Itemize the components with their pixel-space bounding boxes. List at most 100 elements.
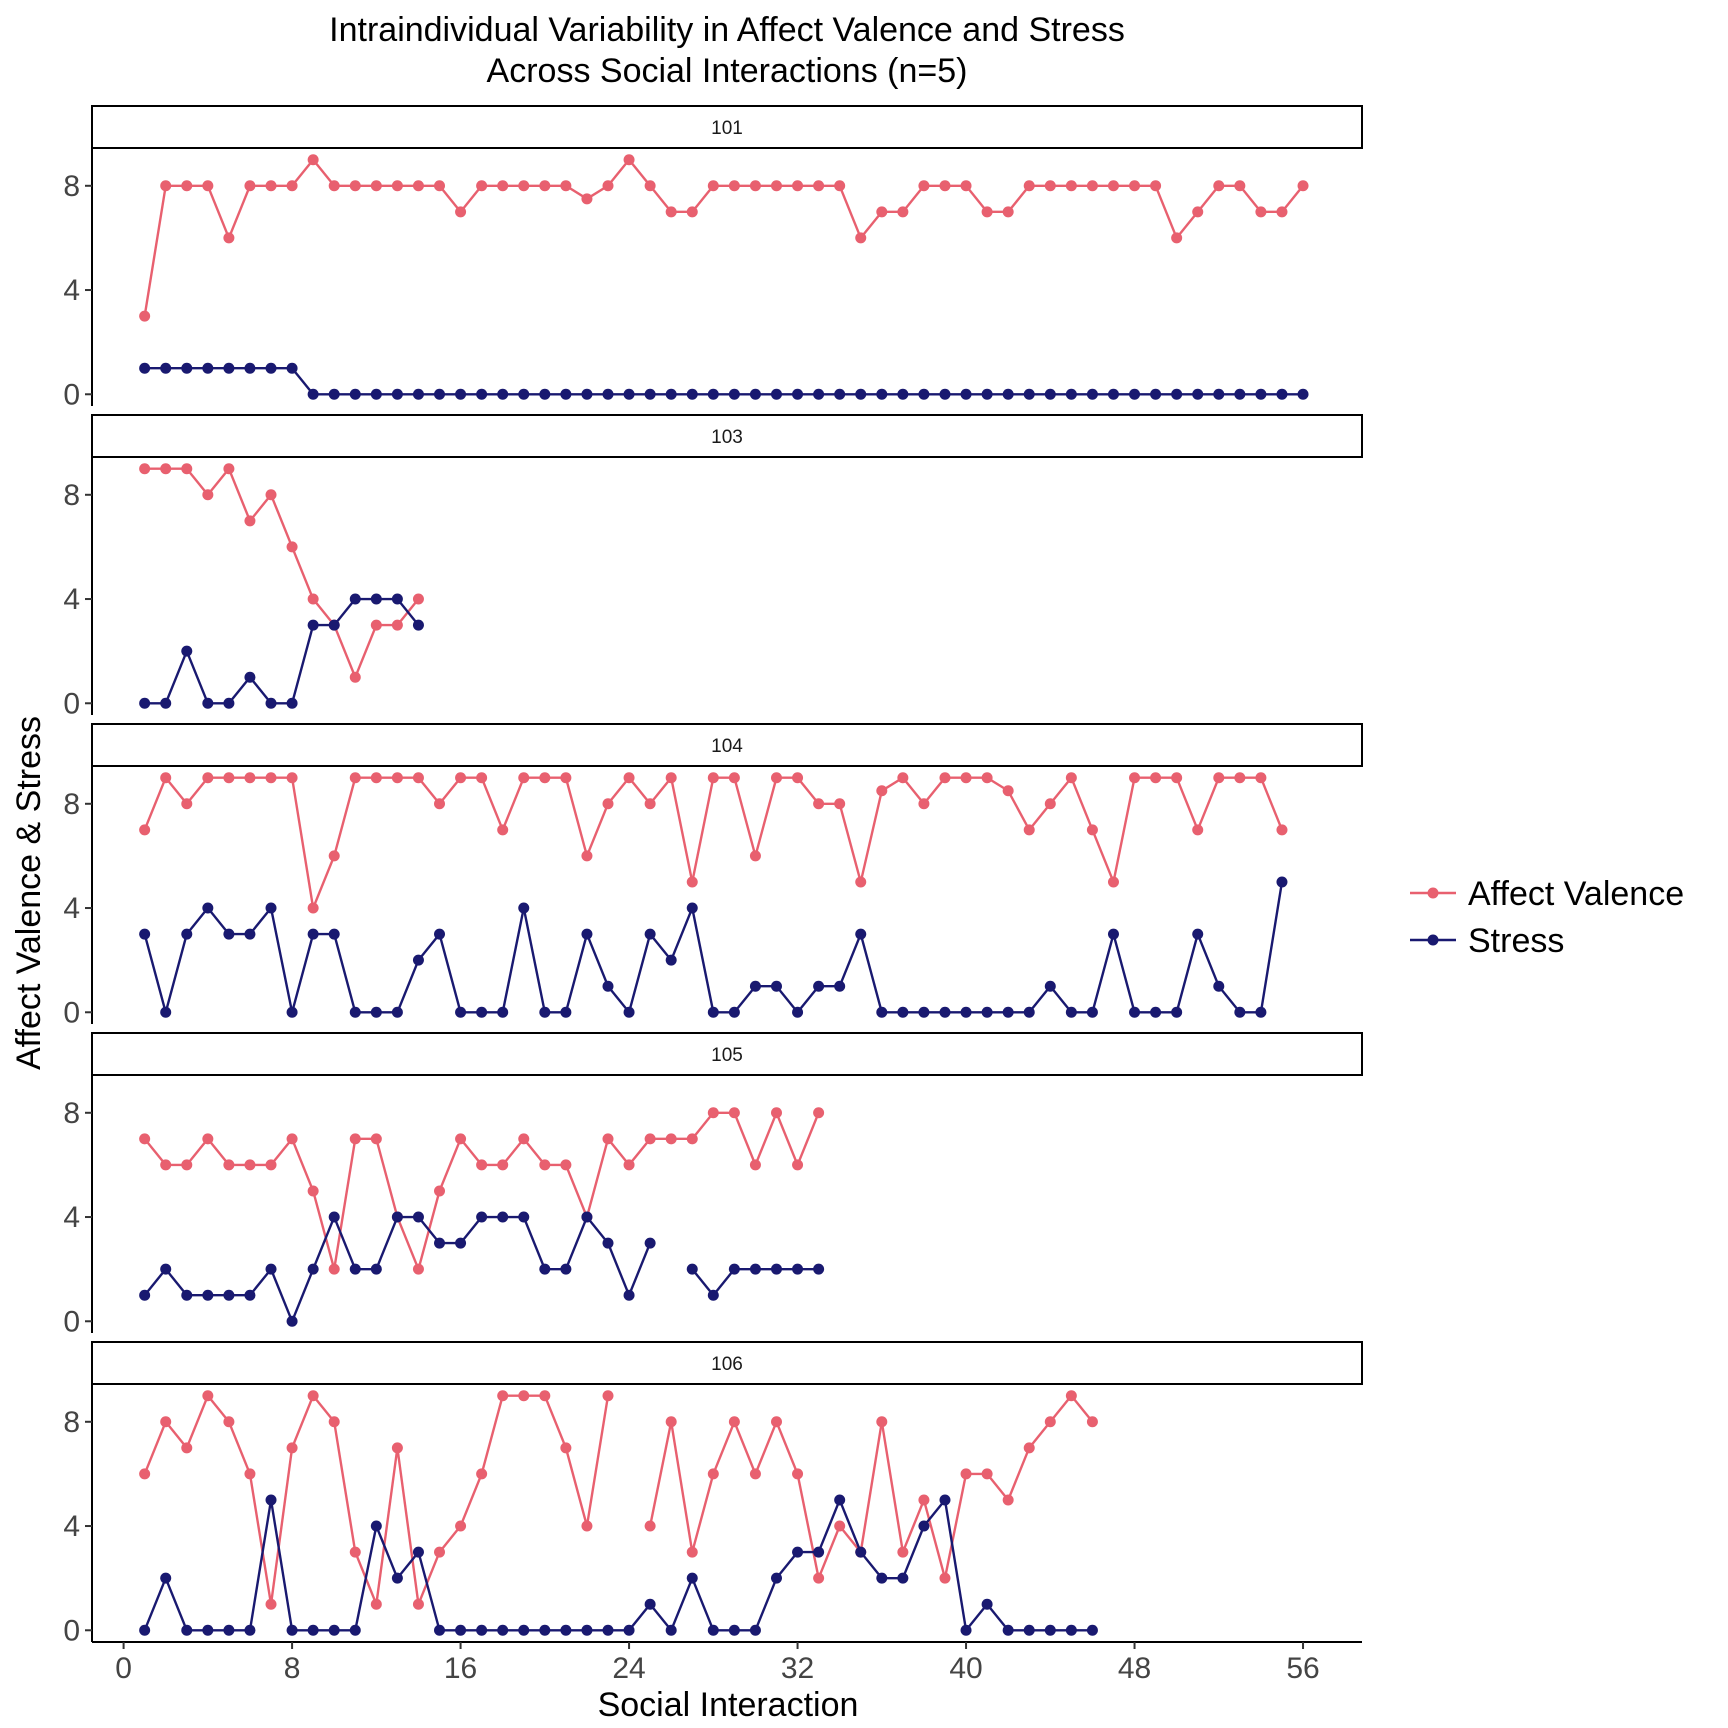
affect-segment (775, 1112, 799, 1166)
affect-point (202, 1390, 214, 1402)
stress-point (686, 902, 698, 914)
stress-segment (585, 933, 610, 987)
affect-point (476, 1159, 488, 1171)
affect-segment (290, 1138, 315, 1192)
affect-segment (670, 1421, 694, 1553)
y-tick-label: 8 (63, 1097, 80, 1130)
affect-point (644, 798, 656, 810)
affect-segment (691, 185, 715, 213)
stress-point (960, 388, 972, 400)
strip-label-105: 105 (711, 1045, 743, 1066)
affect-point (202, 180, 214, 192)
affect-point (223, 772, 235, 784)
affect-segment (164, 1421, 188, 1449)
affect-segment (585, 803, 610, 857)
stress-segment (670, 907, 694, 961)
stress-point (244, 1624, 256, 1636)
affect-segment (185, 1395, 209, 1449)
stress-point (686, 1263, 698, 1275)
stress-point (897, 1006, 909, 1018)
affect-segment (1196, 777, 1220, 831)
stress-point (328, 1211, 340, 1223)
affect-point (286, 541, 298, 553)
affect-segment (333, 1421, 357, 1553)
affect-segment (775, 1421, 799, 1475)
affect-segment (375, 1138, 399, 1218)
affect-point (686, 876, 698, 888)
affect-point (770, 180, 782, 192)
affect-point (434, 1546, 446, 1558)
panel-101: 101 0 4 8 (63, 105, 1363, 411)
affect-point (1276, 206, 1288, 218)
affect-point (370, 619, 382, 631)
stress-point (1234, 388, 1246, 400)
stress-point (749, 388, 761, 400)
affect-point (244, 1159, 256, 1171)
stress-point (665, 1624, 677, 1636)
stress-point (665, 388, 677, 400)
stress-point (749, 980, 761, 992)
affect-point (391, 180, 403, 192)
affect-point (749, 1159, 761, 1171)
stress-segment (564, 933, 589, 1013)
affect-point (391, 619, 403, 631)
affect-point (602, 798, 614, 810)
stress-point (265, 1263, 277, 1275)
stress-point (160, 1572, 172, 1584)
affect-segment (459, 1138, 483, 1166)
affect-point (539, 180, 551, 192)
affect-segment (649, 776, 673, 805)
stress-point (328, 619, 340, 631)
stress-point (181, 645, 193, 657)
stress-point (1150, 1006, 1162, 1018)
affect-point (328, 1263, 340, 1275)
affect-point (370, 1133, 382, 1145)
affect-point (307, 1185, 319, 1197)
stress-point (223, 928, 235, 940)
affect-point (1044, 180, 1056, 192)
stress-point (1107, 928, 1119, 940)
stress-segment (691, 1268, 715, 1296)
affect-point (897, 1546, 909, 1558)
stress-segment (1196, 933, 1220, 987)
stress-point (813, 1546, 825, 1558)
affect-point (749, 1468, 761, 1480)
affect-segment (670, 777, 694, 883)
stress-point (918, 388, 930, 400)
affect-segment (796, 1473, 820, 1579)
stress-segment (269, 1268, 294, 1322)
affect-segment (501, 1138, 525, 1166)
affect-point (391, 772, 403, 784)
affect-point (1086, 180, 1098, 192)
stress-point (728, 1006, 740, 1018)
stress-point (1044, 388, 1056, 400)
affect-point (728, 180, 740, 192)
affect-segment (1070, 777, 1094, 831)
affect-point (223, 232, 235, 244)
stress-point (1086, 388, 1098, 400)
affect-segment (607, 1138, 630, 1166)
stress-point (644, 1237, 656, 1249)
stress-point (497, 1211, 509, 1223)
affect-segment (607, 776, 630, 805)
affect-segment (269, 1447, 294, 1605)
affect-point (1065, 772, 1077, 784)
stress-point (539, 1263, 551, 1275)
affect-point (1002, 1494, 1014, 1506)
stress-point (1002, 388, 1014, 400)
stress-point (855, 388, 867, 400)
stress-point (1086, 1006, 1098, 1018)
affect-point (792, 1468, 804, 1480)
affect-segment (859, 1421, 883, 1553)
affect-segment (585, 1138, 610, 1218)
stress-point (686, 1572, 698, 1584)
stress-point (244, 671, 256, 683)
stress-point (728, 1263, 740, 1275)
stress-point (792, 388, 804, 400)
stress-segment (1028, 985, 1052, 1014)
affect-point (644, 1520, 656, 1532)
stress-point (160, 1006, 172, 1018)
x-tick-label: 8 (284, 1652, 301, 1685)
stress-segment (522, 907, 546, 1013)
affect-segment (922, 1499, 947, 1579)
